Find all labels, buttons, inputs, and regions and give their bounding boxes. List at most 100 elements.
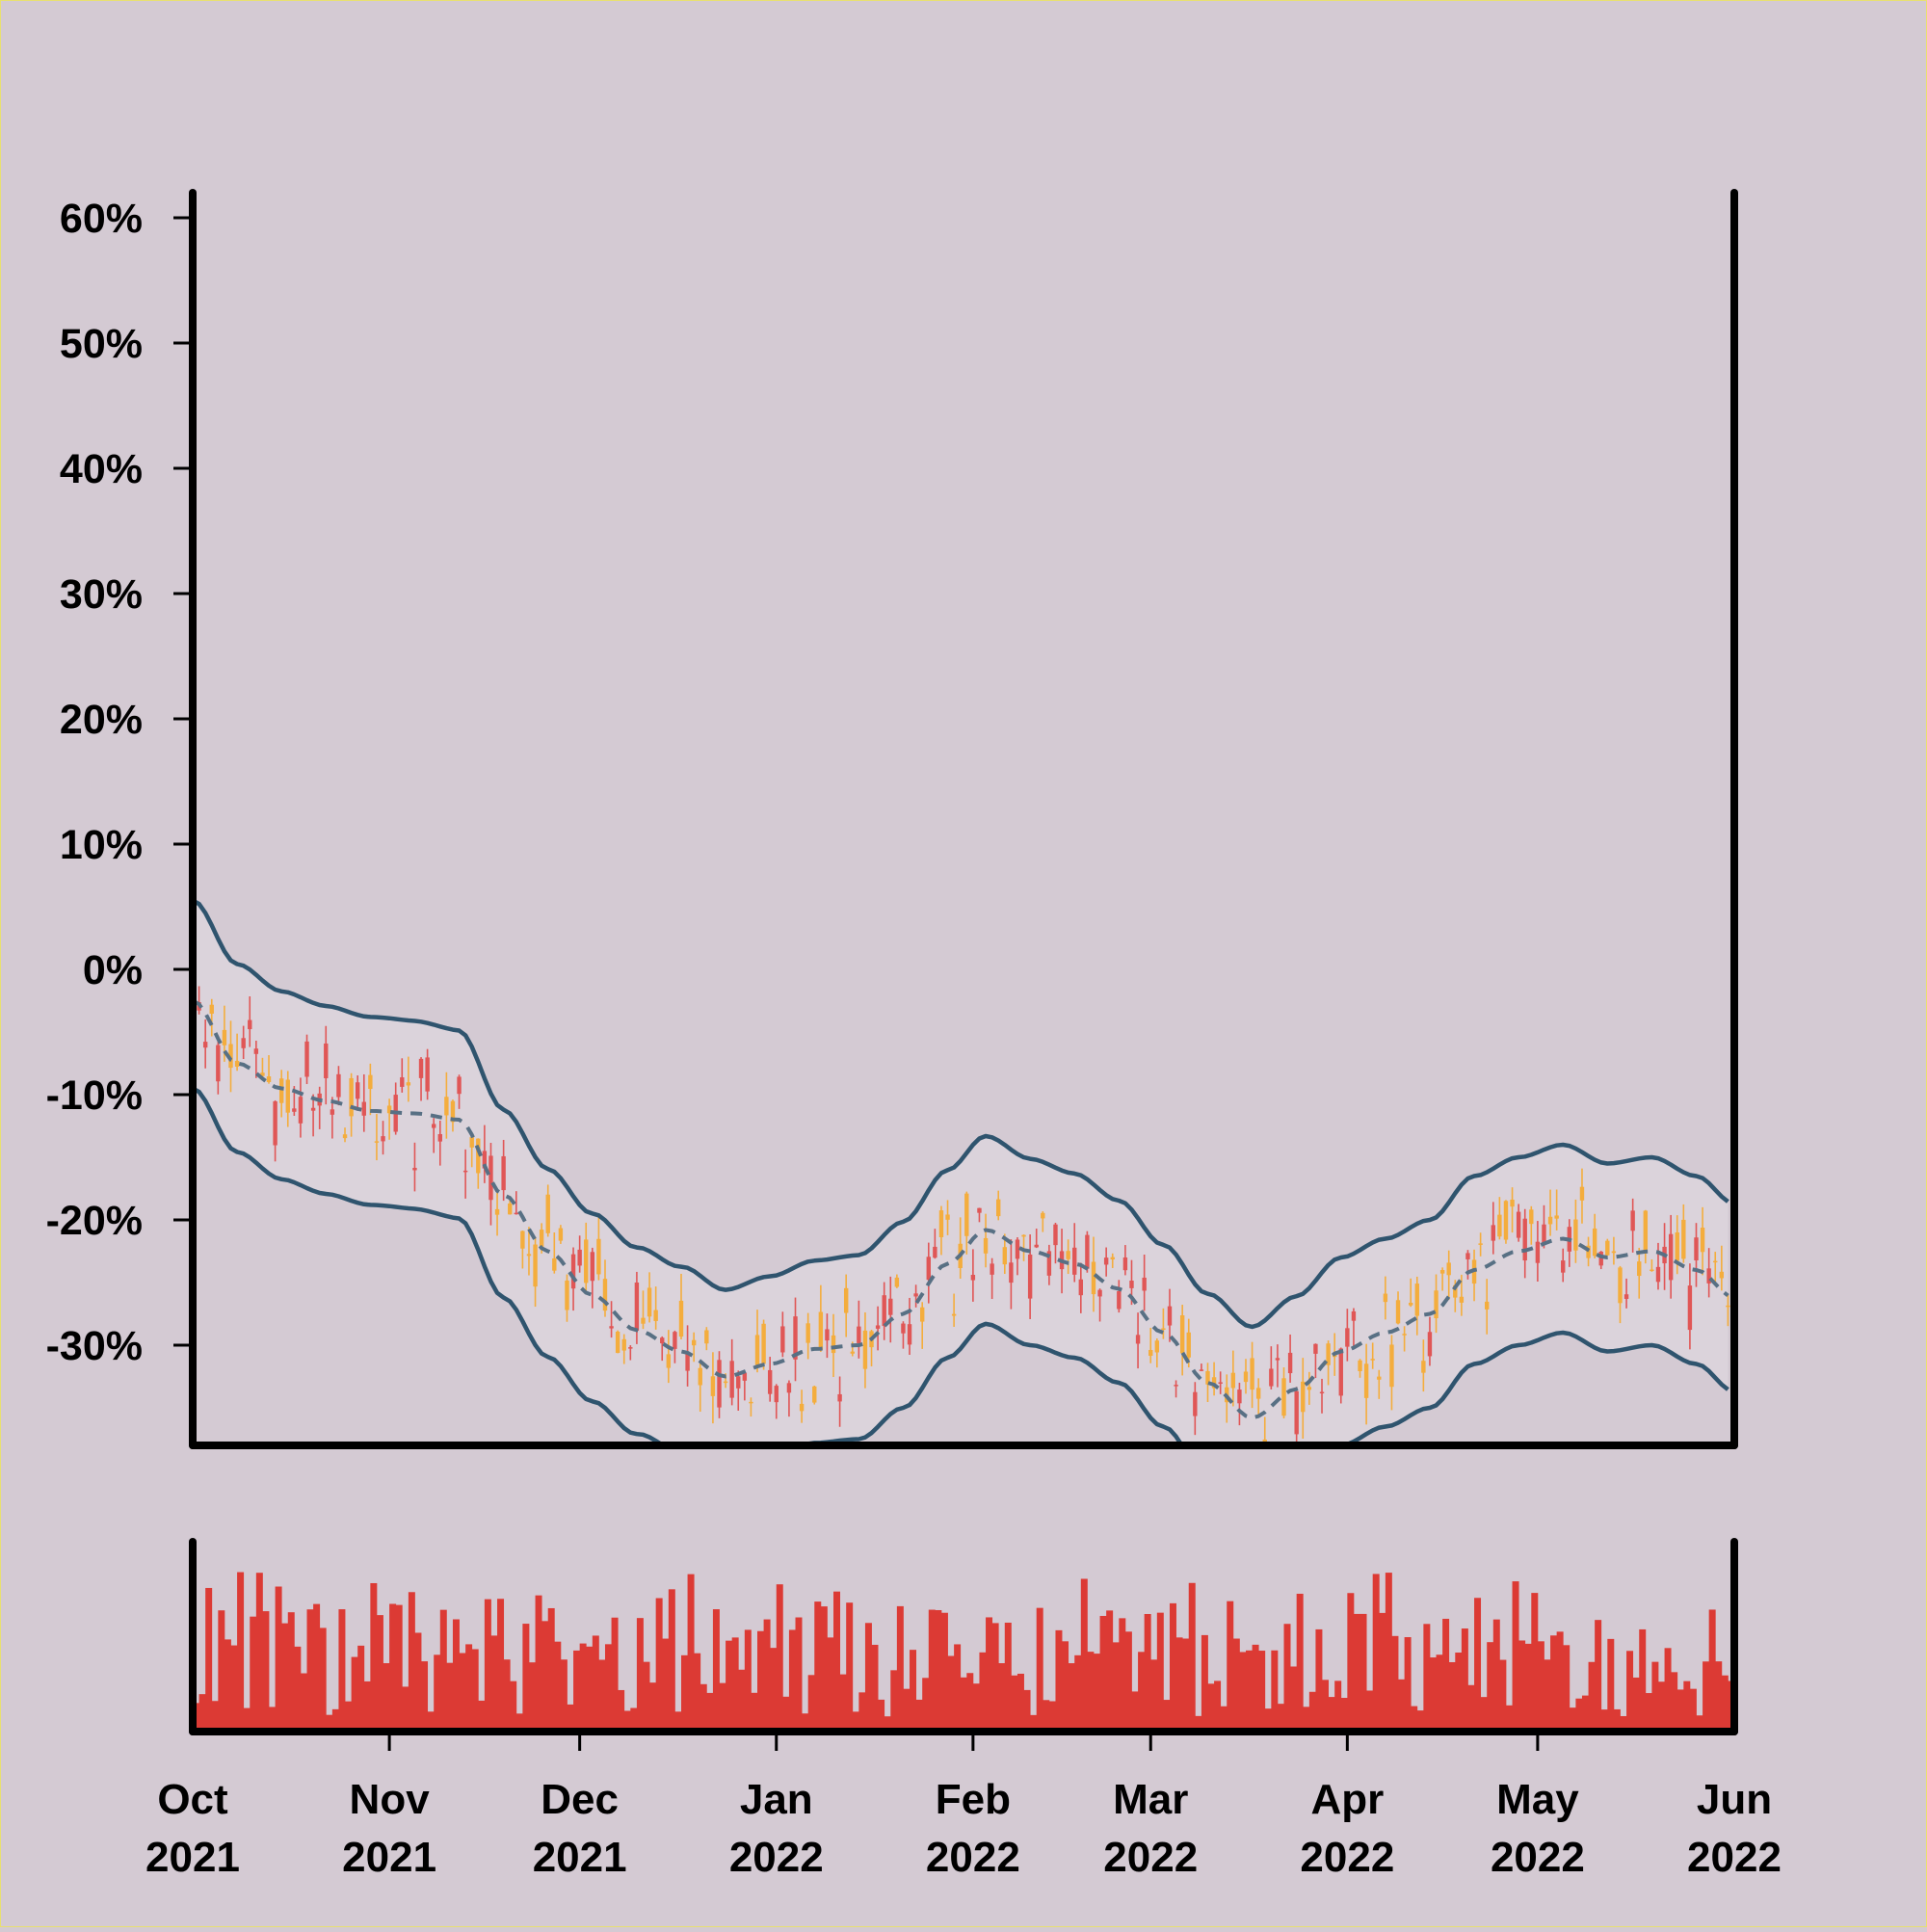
candle-body — [920, 1307, 925, 1322]
candle-body — [450, 1100, 456, 1123]
volume-bar — [1264, 1708, 1272, 1732]
volume-bar — [1372, 1574, 1380, 1732]
volume-bar — [338, 1609, 346, 1732]
candle-body — [1510, 1199, 1515, 1207]
volume-bar — [414, 1632, 422, 1732]
candle-body — [1681, 1219, 1686, 1259]
candle-body — [1383, 1293, 1388, 1303]
volume-bar — [1182, 1638, 1190, 1732]
volume-bar — [1505, 1705, 1513, 1732]
volume-bar — [389, 1603, 397, 1732]
candle-body — [1542, 1224, 1546, 1245]
candle-body — [717, 1360, 722, 1408]
candle-body — [882, 1295, 886, 1327]
volume-bar — [205, 1587, 213, 1732]
candle-body — [698, 1367, 702, 1386]
candle-body — [1377, 1376, 1382, 1380]
volume-bar — [731, 1637, 739, 1732]
candle-body — [983, 1237, 989, 1254]
candle-body — [1097, 1289, 1102, 1297]
candle-body — [1338, 1348, 1343, 1396]
volume-bar — [294, 1646, 302, 1732]
volume-bar — [1487, 1642, 1494, 1732]
volume-bar — [807, 1675, 815, 1732]
volume-bar — [1537, 1641, 1544, 1732]
volume-bar — [1461, 1628, 1468, 1732]
volume-bar — [1207, 1683, 1215, 1732]
candle-body — [1313, 1343, 1318, 1354]
volume-bar — [979, 1652, 987, 1732]
volume-bar — [1315, 1628, 1323, 1732]
volume-bar — [465, 1644, 473, 1732]
band-fill — [193, 900, 1729, 1445]
volume-bar — [896, 1605, 904, 1732]
candle-body — [1643, 1210, 1649, 1252]
candle-body — [812, 1386, 817, 1403]
candle-body — [837, 1393, 842, 1402]
candle-body — [666, 1354, 672, 1368]
candle-body — [565, 1280, 569, 1310]
candle-body — [304, 1041, 309, 1077]
volume-bar — [1334, 1681, 1342, 1732]
volume-bar — [1588, 1661, 1596, 1732]
volume-bar — [757, 1630, 764, 1732]
candle-body — [1535, 1241, 1541, 1263]
candle-body — [469, 1137, 474, 1148]
volume-bar — [1492, 1619, 1500, 1732]
volume-bar — [1150, 1659, 1158, 1732]
volume-bar — [1303, 1707, 1310, 1732]
volume-bar — [1581, 1695, 1589, 1732]
candle-body — [704, 1330, 709, 1344]
candle-body — [951, 1313, 957, 1316]
candle-body — [602, 1279, 608, 1311]
candle-body — [926, 1257, 931, 1281]
volume-bar — [1106, 1610, 1114, 1732]
volume-bar — [1296, 1593, 1304, 1732]
candle-body — [723, 1381, 728, 1384]
candle-body — [596, 1238, 601, 1275]
x-tick-year-label: 2022 — [926, 1834, 1020, 1881]
volume-bar — [586, 1646, 594, 1732]
volume-bar — [986, 1617, 993, 1732]
candle-body — [1041, 1212, 1045, 1219]
volume-bar — [1645, 1693, 1652, 1732]
volume-bar — [598, 1659, 606, 1732]
candle-body — [805, 1323, 810, 1343]
volume-bar — [839, 1674, 847, 1732]
x-tick-year-label: 2021 — [145, 1834, 240, 1881]
volume-bar — [262, 1611, 270, 1732]
candle-body — [1154, 1340, 1160, 1353]
volume-bar — [1556, 1631, 1564, 1732]
candle-body — [1579, 1186, 1585, 1201]
volume-bar — [510, 1681, 517, 1732]
volume-bar — [1398, 1679, 1406, 1732]
volume-bar — [1016, 1673, 1024, 1732]
candle-body — [1243, 1371, 1249, 1383]
candle-body — [1522, 1218, 1527, 1261]
volume-bar — [1246, 1650, 1253, 1732]
candle-body — [539, 1230, 544, 1247]
volume-bar — [782, 1696, 790, 1732]
lower-band-line — [193, 1086, 1729, 1445]
volume-bar — [972, 1683, 980, 1732]
candle-body — [1269, 1368, 1274, 1387]
volume-bar — [827, 1637, 834, 1732]
candle-body — [710, 1376, 716, 1396]
volume-bar — [547, 1607, 555, 1732]
candle-body — [1700, 1228, 1705, 1253]
volume-bar — [1683, 1681, 1691, 1732]
candle-body — [361, 1101, 366, 1116]
candle-body — [1586, 1245, 1591, 1258]
volume-bar — [363, 1681, 371, 1732]
candle-body — [298, 1097, 304, 1124]
candle-body — [1687, 1285, 1693, 1331]
candle-body — [310, 1107, 316, 1111]
volume-bar — [224, 1639, 231, 1732]
volume-bar — [306, 1609, 314, 1732]
volume-bar — [890, 1670, 898, 1732]
candle-body — [862, 1330, 868, 1369]
candle-body — [202, 1042, 208, 1048]
y-tick-label: 20% — [60, 697, 143, 743]
volume-bar — [269, 1707, 276, 1732]
candle-body — [799, 1403, 805, 1412]
